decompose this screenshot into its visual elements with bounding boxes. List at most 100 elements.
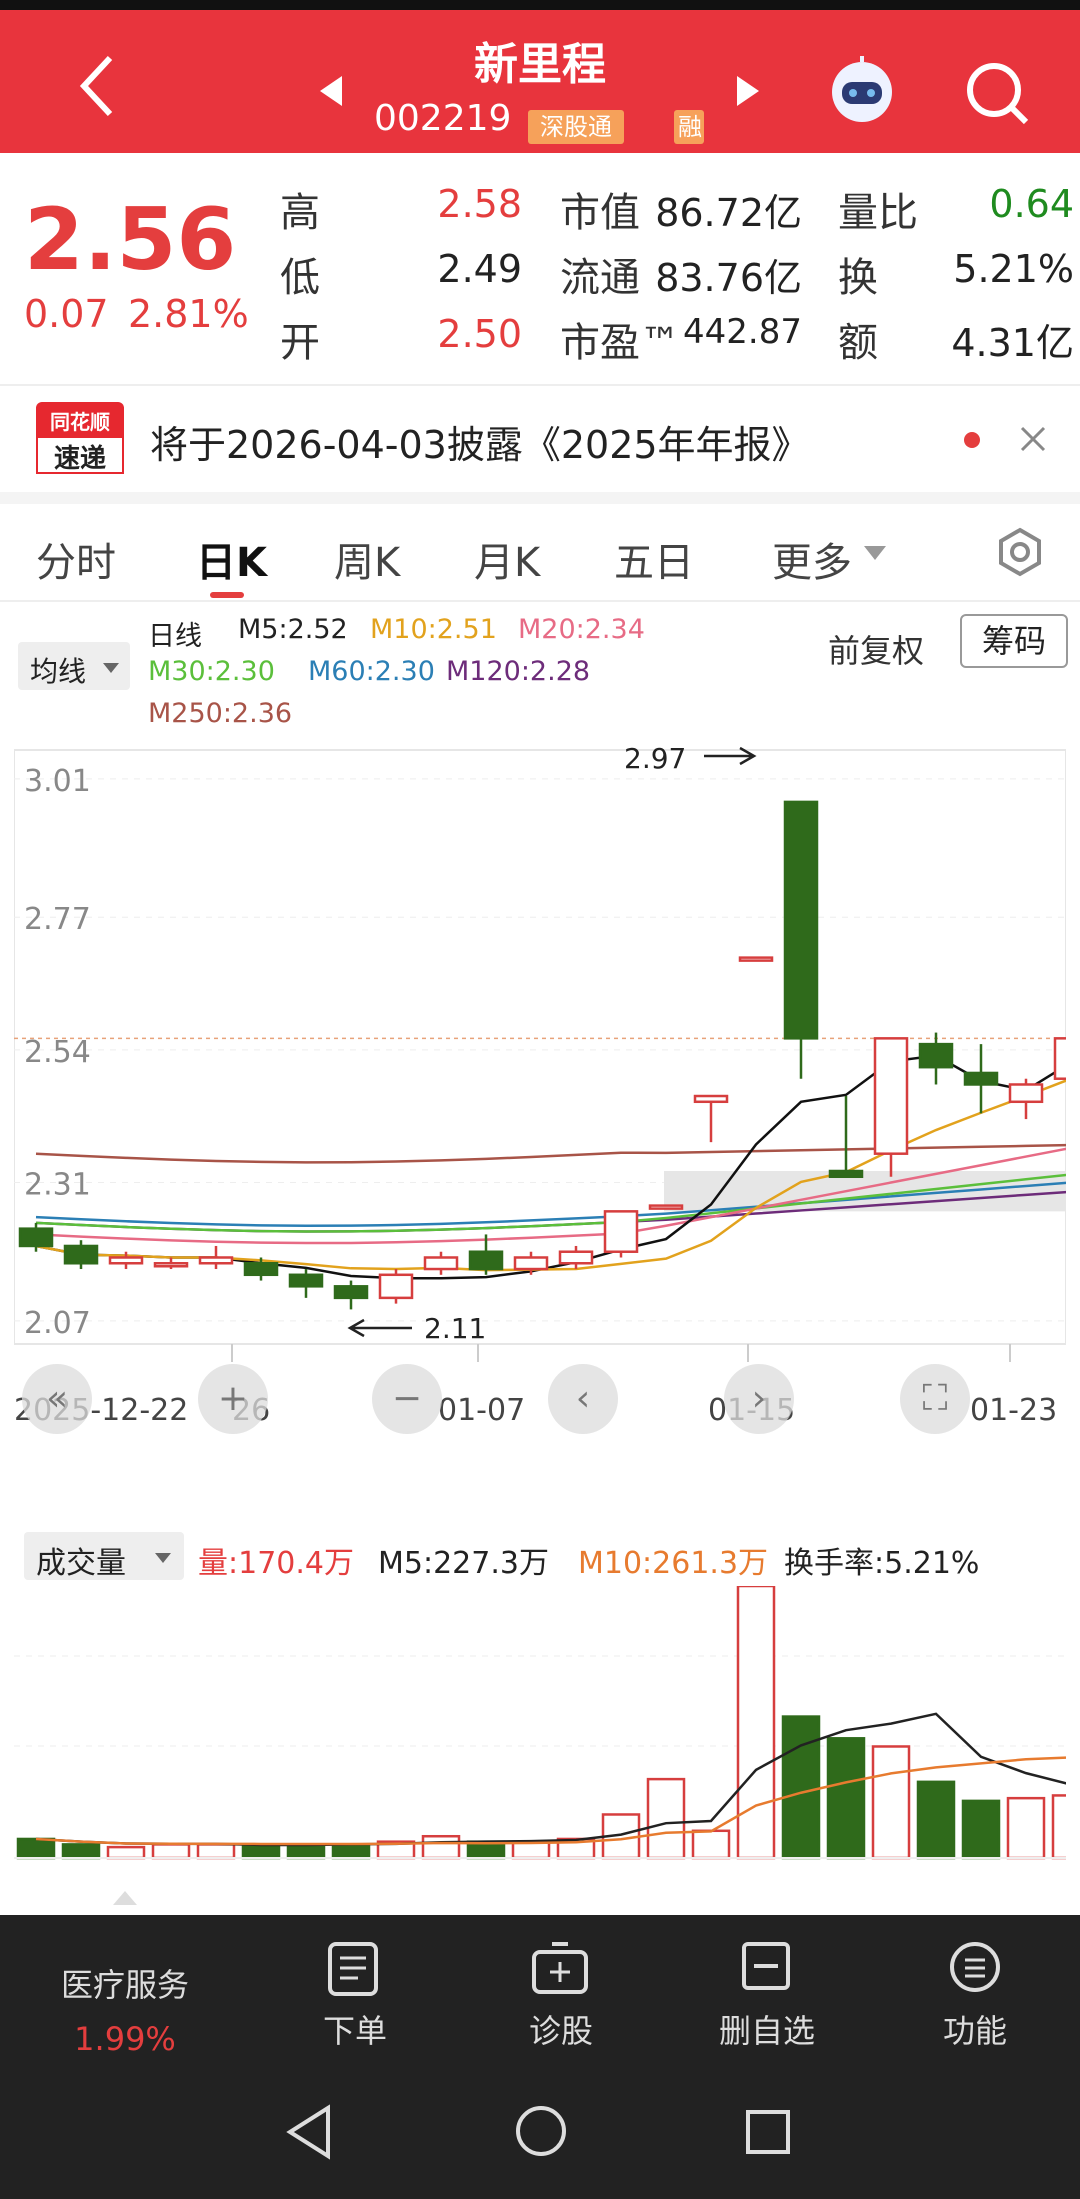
pe-value: 442.87	[683, 312, 802, 352]
kline-chart[interactable]: 3.012.772.542.312.072.972.112025-12-2226…	[14, 736, 1066, 1436]
prev-stock-icon[interactable]	[318, 74, 346, 108]
diagnose-label[interactable]: 诊股	[528, 2012, 593, 2050]
volume-bar	[1051, 1794, 1066, 1860]
volume-chart[interactable]	[14, 1586, 1066, 1880]
turnover-rate-text: 换手率:5.21%	[784, 1546, 980, 1581]
fullscreen-icon[interactable]: ⛶	[900, 1364, 970, 1434]
volume-bar	[331, 1843, 371, 1860]
current-price: 2.56	[24, 190, 237, 290]
sector-name[interactable]: 医疗服务	[60, 1966, 189, 2004]
zoom-out-icon[interactable]: −	[372, 1364, 442, 1434]
remove-watchlist-icon[interactable]	[740, 1940, 792, 1992]
settings-icon[interactable]	[994, 526, 1046, 578]
amount-value: 4.31亿	[951, 321, 1074, 365]
chevron-down-icon	[864, 546, 886, 560]
candle-body	[873, 1037, 909, 1155]
vol-ma10-value: M10:261.3万	[578, 1546, 769, 1581]
candle-body	[603, 1210, 639, 1253]
news-text[interactable]: 将于2026-04-03披露《2025年年报》	[150, 423, 810, 467]
remove-watchlist-label[interactable]: 删自选	[718, 2012, 815, 2050]
y-tick-label: 2.77	[24, 902, 91, 937]
volume-bar	[871, 1745, 911, 1860]
candle-body	[738, 956, 774, 962]
ma5-line	[35, 1054, 1066, 1280]
tab-monthly-k[interactable]: 月K	[474, 540, 541, 586]
tab-five-day[interactable]: 五日	[614, 540, 694, 586]
volume-bar	[916, 1780, 956, 1860]
ma-selector[interactable]: 均线	[18, 642, 130, 690]
order-label[interactable]: 下单	[322, 2012, 387, 2050]
prev-page-icon[interactable]: ‹	[548, 1364, 618, 1434]
candle-body	[648, 1204, 684, 1210]
system-recent-icon[interactable]	[744, 2108, 792, 2156]
candle-body	[828, 1169, 864, 1179]
unread-dot	[964, 432, 980, 448]
divider	[0, 600, 1080, 602]
tab-daily-k[interactable]: 日K	[196, 540, 267, 586]
margin-badge: 融	[674, 110, 704, 144]
next-page-icon[interactable]: ›	[724, 1364, 794, 1434]
tab-weekly-k[interactable]: 周K	[334, 540, 401, 586]
ma-line	[35, 1181, 1066, 1228]
ma10-value: M10:2.51	[370, 614, 497, 645]
chevron-down-icon	[103, 663, 119, 673]
candle-body	[918, 1042, 954, 1069]
candle-body	[108, 1256, 144, 1265]
search-icon[interactable]	[962, 58, 1032, 128]
volume-bar	[1006, 1796, 1046, 1860]
chip-button[interactable]: 筹码	[960, 614, 1068, 668]
volume-ratio-label: 量比	[838, 190, 918, 236]
candle-body	[423, 1256, 459, 1271]
volume-bar	[961, 1799, 1001, 1860]
back-icon[interactable]	[72, 52, 122, 122]
vol-ma10-line	[35, 1756, 1066, 1846]
diagnose-icon[interactable]	[530, 1940, 590, 1998]
market-cap-value: 86.72亿	[655, 191, 802, 235]
vol-ma5-value: M5:227.3万	[378, 1546, 549, 1581]
volume-bar	[151, 1843, 191, 1860]
logo-bottom-text: 速递	[36, 436, 124, 474]
volume-bar	[826, 1737, 866, 1860]
turnover-label: 换	[838, 255, 878, 301]
candle-body	[378, 1273, 414, 1300]
ma20-value: M20:2.34	[518, 614, 645, 645]
ma250-value: M250:2.36	[148, 698, 293, 729]
candle-body	[1008, 1083, 1044, 1104]
candle-body	[18, 1227, 54, 1248]
min-price-label: 2.11	[424, 1312, 486, 1345]
min-arrow	[347, 1318, 412, 1338]
system-back-icon[interactable]	[284, 2104, 334, 2160]
volume-bar	[781, 1715, 821, 1860]
close-icon[interactable]	[1018, 424, 1048, 454]
first-page-icon[interactable]: «	[22, 1364, 92, 1434]
volume-bar	[61, 1843, 101, 1860]
system-home-icon[interactable]	[514, 2104, 568, 2158]
menu-icon[interactable]	[948, 1940, 1002, 1994]
turnover-value: 5.21%	[953, 247, 1074, 291]
order-icon[interactable]	[326, 1940, 380, 1998]
candle-body	[468, 1250, 504, 1271]
candle-body	[288, 1273, 324, 1288]
volume-bar	[736, 1586, 776, 1860]
next-stock-icon[interactable]	[733, 74, 761, 108]
candle-body	[1053, 1037, 1066, 1080]
robot-assistant-icon[interactable]	[822, 48, 902, 128]
tab-intraday[interactable]: 分时	[36, 540, 116, 586]
y-tick-label: 3.01	[24, 764, 91, 799]
volume-selector[interactable]: 成交量	[24, 1532, 184, 1581]
tab-active-indicator	[210, 592, 244, 598]
zoom-in-icon[interactable]: +	[198, 1364, 268, 1434]
header-bar: 新里程 002219 深股通 融	[0, 0, 1080, 153]
tab-more[interactable]: 更多	[772, 540, 852, 586]
x-tick-label: 01-23	[970, 1393, 1057, 1428]
volume-ratio-value: 0.64	[989, 182, 1074, 226]
function-label[interactable]: 功能	[942, 2012, 1007, 2050]
ma30-value: M30:2.30	[148, 656, 275, 687]
turnover-rate-value: 换手率:5.21%	[784, 1538, 979, 1582]
candle-body	[243, 1262, 279, 1277]
low-value: 2.49	[437, 247, 522, 291]
ths-express-logo: 同花顺 速递	[36, 402, 124, 474]
forward-adjust-label[interactable]: 前复权	[828, 632, 925, 670]
volume-bar	[241, 1843, 281, 1860]
daily-line-label: 日线	[148, 621, 202, 652]
